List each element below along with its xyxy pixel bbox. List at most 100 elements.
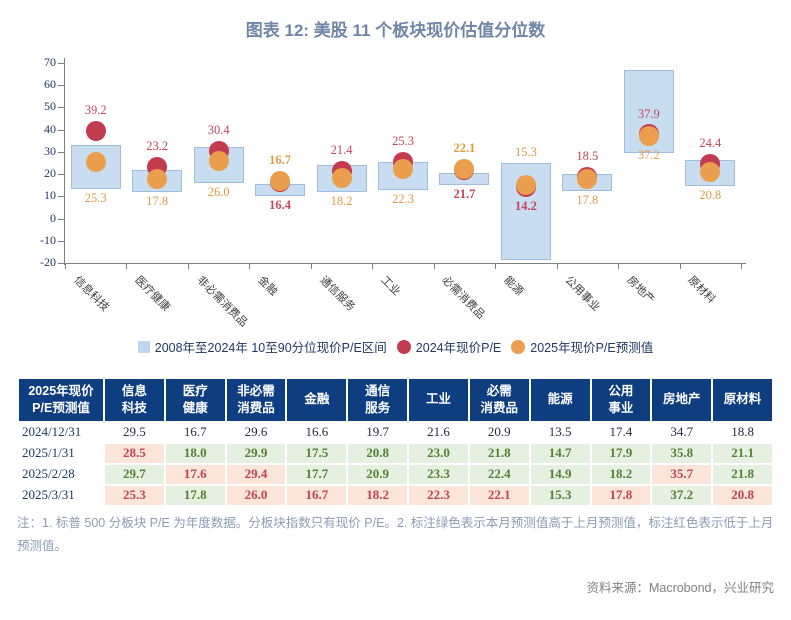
value-cell: 17.6 [165, 464, 225, 484]
y-tick-label: 40 [44, 121, 56, 136]
value-cell: 15.3 [530, 485, 590, 505]
y-tick [58, 129, 64, 131]
column-header: 公用 事业 [591, 379, 651, 421]
forecast-table: 2025年现价 P/E预测值 信息 科技 医疗 健康 非必需 消费品 金融 通信 服务 工业 必需 消费品… [17, 377, 774, 507]
label-2024: 23.2 [146, 139, 169, 153]
label-2025: 16.7 [269, 153, 292, 168]
column-header: 原材料 [713, 379, 772, 421]
header-line: 金融 [304, 392, 330, 407]
value-cell: 20.8 [713, 485, 772, 505]
dot-2025 [700, 162, 721, 183]
header-line: 房地产 [662, 392, 701, 407]
column-header: 非必需 消费品 [226, 379, 286, 421]
value-cell: 14.9 [530, 464, 590, 484]
value-cell: 21.8 [713, 464, 772, 484]
header-line: 公用 [608, 384, 634, 398]
dot-2025-swatch-icon [511, 339, 526, 354]
y-tick-label: -10 [40, 232, 56, 247]
value-cell: 35.7 [652, 464, 712, 484]
label-2024: 30.4 [207, 123, 230, 137]
date-cell: 2025/3/31 [22, 487, 75, 503]
x-tick [126, 263, 128, 269]
value-cell: 25.3 [105, 485, 164, 505]
value-cell: 22.3 [409, 485, 468, 505]
dot-2025 [85, 152, 106, 173]
column-header: 必需 消费品 [469, 379, 529, 421]
y-tick [58, 218, 64, 220]
value-cell: 17.4 [609, 424, 633, 440]
label-2024: 18.5 [576, 149, 599, 164]
header-line: 医疗 [182, 384, 208, 398]
sector-label: 通信服务 [316, 274, 357, 314]
pe-percentile-chart: 70 60 50 40 30 20 10 0 -10 -20 39.2 23.2 30.4 16.4 21.… [0, 40, 791, 335]
y-tick [58, 196, 64, 198]
sector-label: 原材料 [685, 274, 718, 306]
label-2024: 24.4 [699, 136, 722, 151]
value-cell: 16.6 [305, 424, 329, 440]
column-header: 金融 [287, 379, 347, 421]
header-line: 通信 [365, 384, 391, 398]
dot-2025 [208, 150, 229, 171]
value-cell: 34.7 [670, 424, 694, 440]
value-cell: 18.2 [348, 485, 408, 505]
table-row: 2024/12/31 29.5 16.7 29.6 16.6 19.7 21.6 20.9 13… [19, 423, 772, 442]
header-line: 工业 [425, 392, 451, 407]
label-2024: 14.2 [514, 199, 537, 213]
x-tick [741, 263, 742, 269]
label-2025: 22.1 [453, 141, 476, 156]
value-cell: 23.3 [409, 464, 468, 484]
value-cell: 20.9 [348, 464, 408, 484]
column-header: 信息 科技 [105, 379, 164, 421]
y-tick [58, 151, 64, 153]
x-tick [679, 263, 681, 269]
dot-2025 [331, 168, 352, 189]
value-cell: 21.8 [469, 443, 529, 463]
dot-2025 [454, 159, 475, 180]
y-tick-label: -20 [40, 255, 56, 269]
header-line: 服务 [365, 400, 391, 415]
legend-label-2025: 2025年现价P/E预测值 [530, 341, 654, 355]
label-2024: 21.4 [330, 143, 353, 157]
x-tick [433, 263, 435, 269]
table-header-row: 2025年现价 P/E预测值 信息 科技 医疗 健康 非必需 消费品 金融 通信 服务 工业 必需 消费品… [19, 379, 772, 421]
y-axis-line [64, 58, 65, 265]
label-2024: 21.7 [453, 187, 476, 202]
header-line: 必需 [486, 384, 512, 398]
y-tick-label: 0 [50, 210, 56, 225]
y-tick [58, 240, 64, 242]
column-header: 通信 服务 [348, 379, 408, 421]
header-line: 信息 [121, 384, 147, 398]
value-cell: 29.5 [123, 424, 146, 440]
y-tick [58, 174, 64, 176]
y-tick [58, 107, 64, 109]
dot-2025 [270, 171, 291, 192]
label-2024: 25.3 [392, 134, 414, 149]
value-cell: 23.0 [409, 443, 468, 463]
value-cell: 13.5 [548, 424, 572, 440]
x-tick [249, 263, 251, 269]
y-tick [58, 85, 64, 87]
page-title: 图表 12: 美股 11 个板块现价估值分位数 [245, 21, 546, 40]
header-line: 事业 [608, 400, 634, 415]
sector-label: 公用事业 [562, 274, 603, 314]
label-2025: 22.3 [392, 191, 414, 206]
y-tick-label: 60 [44, 77, 56, 92]
value-cell: 17.8 [165, 485, 225, 505]
y-tick-label: 50 [44, 99, 56, 114]
legend-item-2024: 2024年现价P/E [396, 337, 501, 356]
x-tick [310, 263, 312, 269]
dot-2024 [85, 121, 106, 142]
value-cell: 20.8 [348, 443, 408, 463]
date-cell: 2025/1/31 [22, 445, 75, 461]
sector-label: 工业 [378, 274, 403, 299]
label-2024: 37.9 [637, 107, 660, 122]
figure-notes: 注：1. 标普 500 分板块 P/E 为年度数据。分板块指数只有现价 P/E。… [17, 516, 774, 554]
x-tick [618, 263, 620, 269]
header-line: 科技 [121, 400, 147, 415]
header-line: 原材料 [723, 392, 762, 407]
x-tick [187, 263, 189, 269]
dot-2025 [515, 174, 536, 195]
x-tick [495, 263, 497, 269]
value-cell: 19.7 [366, 424, 390, 440]
header-line: 消费品 [237, 400, 275, 415]
